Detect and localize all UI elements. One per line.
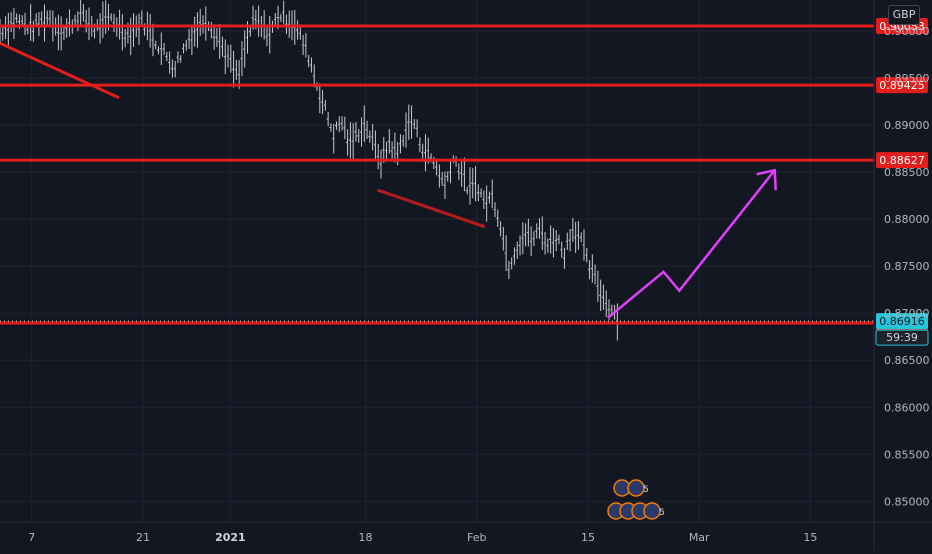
level-price-label: 0.88627 bbox=[879, 154, 925, 167]
current-price-label: 0.86916 bbox=[879, 315, 925, 328]
x-tick-label: 15 bbox=[803, 531, 817, 544]
y-tick-label: 0.88000 bbox=[884, 213, 930, 226]
x-tick-label: Mar bbox=[689, 531, 710, 544]
y-tick-label: 0.90000 bbox=[884, 25, 930, 38]
y-tick-label: 0.88500 bbox=[884, 166, 930, 179]
y-tick-label: 0.87000 bbox=[884, 307, 930, 320]
level-price-label-bg bbox=[876, 77, 928, 94]
y-tick-label: 0.89500 bbox=[884, 72, 930, 85]
x-axis[interactable]: 7 21 2021 18 Feb 15 Mar 15 bbox=[0, 521, 932, 544]
event-markers[interactable]: 355555 bbox=[607, 479, 665, 520]
current-price-label-bg bbox=[876, 313, 928, 330]
grid-lines bbox=[0, 0, 874, 522]
y-tick-label: 0.85000 bbox=[884, 495, 930, 508]
y-tick-label: 0.85500 bbox=[884, 448, 930, 461]
x-tick-label: 15 bbox=[581, 531, 595, 544]
trendline bbox=[376, 188, 486, 229]
event-count-label: 5 bbox=[659, 508, 665, 518]
x-tick-label: 18 bbox=[358, 531, 372, 544]
trendlines[interactable] bbox=[0, 41, 486, 229]
currency-button[interactable]: GBP bbox=[888, 5, 920, 25]
x-tick-label: 2021 bbox=[215, 531, 246, 544]
y-tick-label: 0.86500 bbox=[884, 354, 930, 367]
y-tick-label: 0.87500 bbox=[884, 260, 930, 273]
y-tick-label: 0.89000 bbox=[884, 119, 930, 132]
projection-path bbox=[607, 169, 776, 319]
event-count-label: 5 bbox=[643, 485, 649, 495]
event-marker-icon bbox=[627, 479, 645, 497]
event-marker-icon bbox=[643, 502, 661, 520]
x-tick-label: 7 bbox=[28, 531, 35, 544]
y-axis[interactable]: 0.90000 0.89500 0.89000 0.88500 0.88000 0.875… bbox=[873, 0, 930, 550]
projection-arrowhead bbox=[756, 168, 777, 191]
countdown-label-bg bbox=[875, 329, 929, 346]
level-price-label-bg bbox=[876, 152, 928, 169]
price-series bbox=[0, 0, 618, 341]
level-price-label: 0.89425 bbox=[879, 79, 925, 92]
x-tick-label: Feb bbox=[467, 531, 486, 544]
y-tick-label: 0.86000 bbox=[884, 401, 930, 414]
x-tick-label: 21 bbox=[136, 531, 150, 544]
projection-arrow[interactable] bbox=[607, 168, 777, 319]
countdown-label: 59:39 bbox=[886, 331, 918, 344]
trendline bbox=[0, 41, 120, 100]
